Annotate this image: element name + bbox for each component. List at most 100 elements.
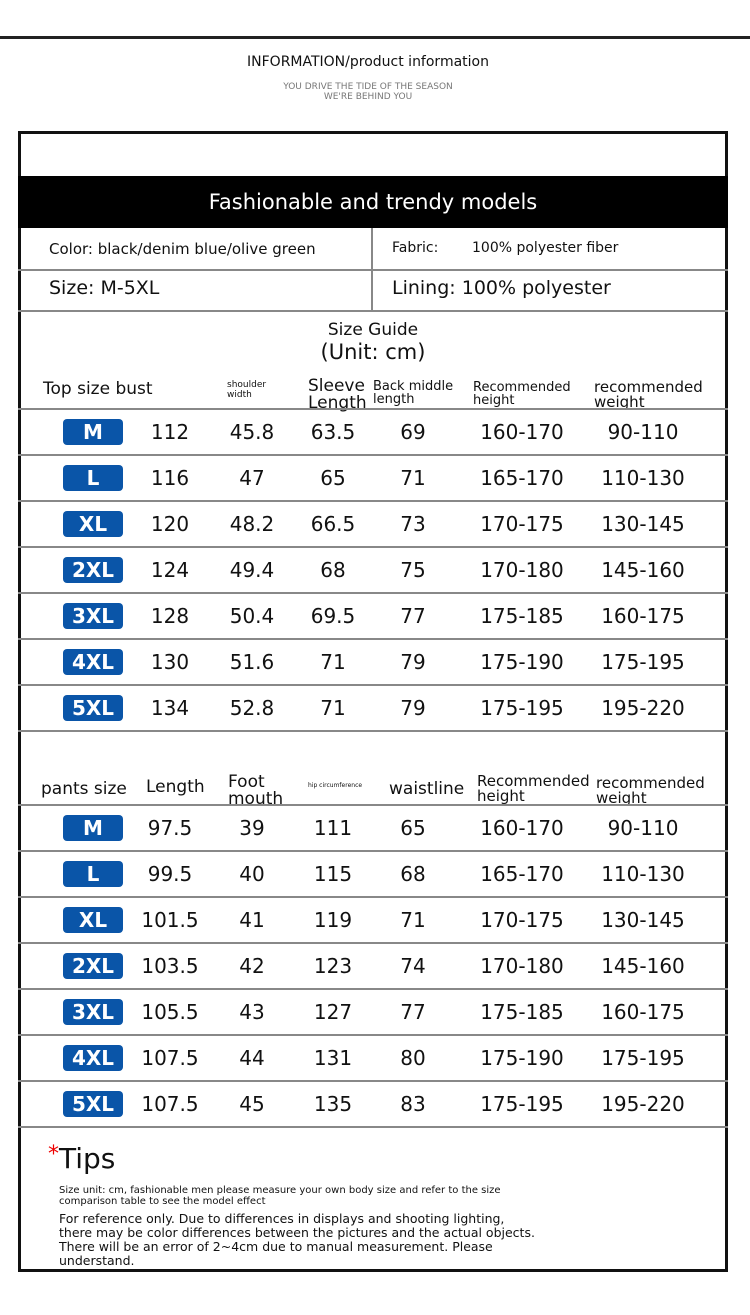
- table-cell: 77: [400, 604, 426, 628]
- table-cell: 44: [239, 1046, 265, 1070]
- lining-info: Lining: 100% polyester: [392, 277, 611, 299]
- table-cell: 71: [320, 650, 346, 674]
- column-header: Foot mouth: [228, 772, 284, 809]
- banner: Fashionable and trendy models: [18, 176, 728, 228]
- slogan: YOU DRIVE THE TIDE OF THE SEASON WE'RE BE…: [0, 82, 736, 102]
- table-cell: 107.5: [141, 1092, 199, 1116]
- divider: [18, 638, 728, 640]
- divider: [18, 1126, 728, 1128]
- column-header: shoulder width: [227, 380, 267, 400]
- fabric-value: 100% polyester fiber: [472, 240, 619, 256]
- table-cell: 175-185: [480, 604, 564, 628]
- column-header: pants size: [41, 779, 127, 799]
- table-cell: 49.4: [229, 558, 275, 582]
- table-cell: 131: [313, 1046, 353, 1070]
- divider: [371, 228, 373, 311]
- table-cell: 175-190: [480, 650, 564, 674]
- table-cell: 111: [313, 816, 353, 840]
- table-cell: 71: [400, 908, 426, 932]
- table-cell: 175-195: [480, 1092, 564, 1116]
- column-header: Length: [146, 777, 205, 797]
- table-cell: 80: [400, 1046, 426, 1070]
- slogan-line: WE'RE BEHIND YOU: [323, 92, 413, 102]
- size-badge: 2XL: [63, 953, 123, 979]
- size-badge: XL: [63, 907, 123, 933]
- table-cell: 123: [313, 954, 353, 978]
- table-cell: 127: [313, 1000, 353, 1024]
- table-cell: 47: [239, 466, 265, 490]
- table-cell: 130-145: [601, 908, 685, 932]
- table-cell: 99.5: [147, 862, 193, 886]
- divider: [18, 1080, 728, 1082]
- table-cell: 145-160: [601, 558, 685, 582]
- divider: [18, 730, 728, 732]
- table-cell: 175-195: [601, 1046, 685, 1070]
- table-cell: 103.5: [141, 954, 199, 978]
- table-cell: 170-180: [480, 558, 564, 582]
- table-cell: 175-195: [480, 696, 564, 720]
- top-divider: [0, 36, 750, 39]
- table-cell: 120: [150, 512, 190, 536]
- divider: [18, 500, 728, 502]
- tips-line-2: For reference only. Due to differences i…: [59, 1211, 535, 1268]
- table-cell: 195-220: [601, 1092, 685, 1116]
- table-cell: 74: [400, 954, 426, 978]
- table-cell: 45: [239, 1092, 265, 1116]
- table-cell: 68: [400, 862, 426, 886]
- table-cell: 170-175: [480, 512, 564, 536]
- table-cell: 48.2: [229, 512, 275, 536]
- divider: [18, 896, 728, 898]
- asterisk: *: [48, 1142, 59, 1167]
- divider: [18, 684, 728, 686]
- size-badge: 3XL: [63, 603, 123, 629]
- table-cell: 39: [239, 816, 265, 840]
- color-info: Color: black/denim blue/olive green: [49, 240, 316, 258]
- page-title: INFORMATION/product information: [247, 54, 489, 70]
- table-cell: 170-180: [480, 954, 564, 978]
- table-cell: 130: [150, 650, 190, 674]
- table-cell: 77: [400, 1000, 426, 1024]
- size-badge: M: [63, 815, 123, 841]
- size-info: Size: M-5XL: [49, 277, 160, 299]
- column-header: recommended weight: [596, 774, 705, 807]
- tips-title: *Tips: [48, 1142, 115, 1175]
- table-cell: 51.6: [229, 650, 275, 674]
- table-cell: 195-220: [601, 696, 685, 720]
- divider: [18, 310, 728, 312]
- table-cell: 71: [400, 466, 426, 490]
- column-header: Back middle length: [373, 379, 454, 407]
- table-cell: 145-160: [601, 954, 685, 978]
- table-cell: 135: [313, 1092, 353, 1116]
- table-cell: 71: [320, 696, 346, 720]
- table-cell: 97.5: [147, 816, 193, 840]
- divider: [18, 988, 728, 990]
- size-badge: 3XL: [63, 999, 123, 1025]
- table-cell: 112: [150, 420, 190, 444]
- table-cell: 175-190: [480, 1046, 564, 1070]
- size-badge: 4XL: [63, 1045, 123, 1071]
- table-cell: 52.8: [229, 696, 275, 720]
- divider: [18, 408, 728, 410]
- table-cell: 160-170: [480, 420, 564, 444]
- table-cell: 175-195: [601, 650, 685, 674]
- tips-label: Tips: [59, 1142, 116, 1175]
- table-cell: 40: [239, 862, 265, 886]
- size-badge: 4XL: [63, 649, 123, 675]
- column-header: waistline: [389, 779, 465, 799]
- table-cell: 107.5: [141, 1046, 199, 1070]
- table-cell: 110-130: [601, 466, 685, 490]
- table-cell: 134: [150, 696, 190, 720]
- table-cell: 115: [313, 862, 353, 886]
- table-cell: 116: [150, 466, 190, 490]
- table-cell: 160-170: [480, 816, 564, 840]
- column-header: Recommended height: [473, 380, 571, 408]
- table-cell: 79: [400, 650, 426, 674]
- table-cell: 90-110: [607, 816, 679, 840]
- column-header: hip circumference: [308, 782, 363, 789]
- table-cell: 105.5: [141, 1000, 199, 1024]
- column-header: Recommended height: [477, 772, 590, 805]
- column-header: Sleeve Length: [308, 376, 367, 413]
- table-cell: 43: [239, 1000, 265, 1024]
- table-cell: 119: [313, 908, 353, 932]
- size-guide-unit: (Unit: cm): [320, 340, 426, 364]
